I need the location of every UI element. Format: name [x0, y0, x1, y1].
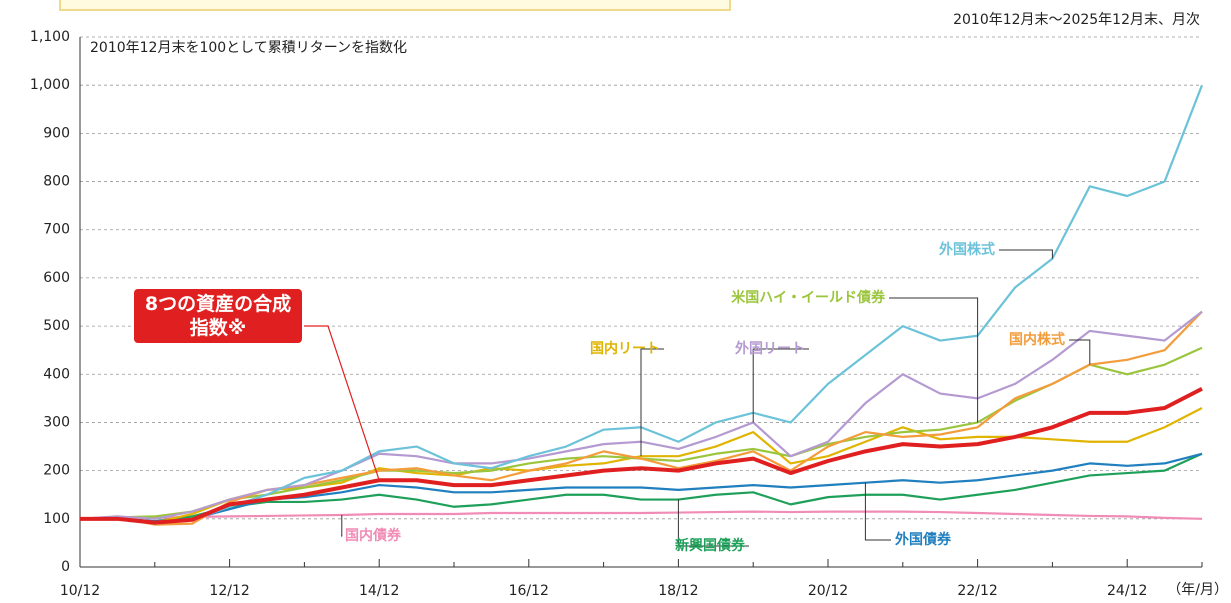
x-tick-label: 18/12: [658, 583, 698, 599]
y-tick-label: 0: [61, 559, 70, 575]
leader-line: [864, 482, 891, 541]
x-tick-label: 24/12: [1107, 583, 1147, 599]
series-label: 外国リート: [735, 340, 805, 357]
leader-line: [296, 325, 380, 481]
leader-line: [1069, 339, 1091, 365]
x-tick-label: 20/12: [808, 583, 848, 599]
y-tick-label: 1,100: [30, 29, 70, 45]
x-tick-label: 22/12: [957, 583, 997, 599]
y-tick-label: 900: [43, 125, 70, 141]
y-tick-label: 200: [43, 463, 70, 479]
leader-line: [999, 249, 1053, 259]
series-label: 新興国債券: [675, 537, 746, 554]
period-note: 2010年12月末～2025年12月末、月次: [953, 12, 1200, 28]
leader-line: [341, 514, 343, 537]
series-label: 外国債券: [895, 531, 952, 548]
x-tick-label: 16/12: [509, 583, 549, 599]
leader-line: [677, 499, 749, 547]
x-unit: （年/月）: [1167, 582, 1228, 598]
x-tick-label: 14/12: [359, 583, 399, 599]
series-label: 国内債券: [345, 527, 402, 544]
series-label: 国内リート: [590, 340, 660, 357]
y-tick-label: 700: [43, 222, 70, 238]
leader-line: [889, 297, 979, 423]
y-tick-label: 1,000: [30, 77, 70, 93]
y-tick-label: 400: [43, 366, 70, 382]
series-label: 国内株式: [1009, 331, 1065, 348]
y-tick-label: 800: [43, 174, 70, 190]
series-line: [80, 386, 1203, 525]
y-tick-label: 500: [43, 318, 70, 334]
series-label: 外国株式: [939, 241, 995, 258]
series-line: [79, 510, 1203, 520]
leader-line: [640, 348, 664, 457]
y-tick-label: 300: [43, 414, 70, 430]
x-tick-label: 12/12: [209, 583, 249, 599]
leader-line: [752, 348, 809, 423]
y-tick-label: 100: [43, 511, 70, 527]
x-tick-label: 10/12: [60, 583, 100, 599]
index-note: 2010年12月末を100として累積リターンを指数化: [90, 40, 407, 56]
series-line: [80, 452, 1203, 523]
y-tick-label: 600: [43, 270, 70, 286]
banner: [59, 0, 731, 11]
series-label: 米国ハイ・イールド債券: [731, 289, 886, 306]
composite-label: 8つの資産の合成指数※: [134, 289, 302, 343]
series-line: [80, 452, 1203, 523]
